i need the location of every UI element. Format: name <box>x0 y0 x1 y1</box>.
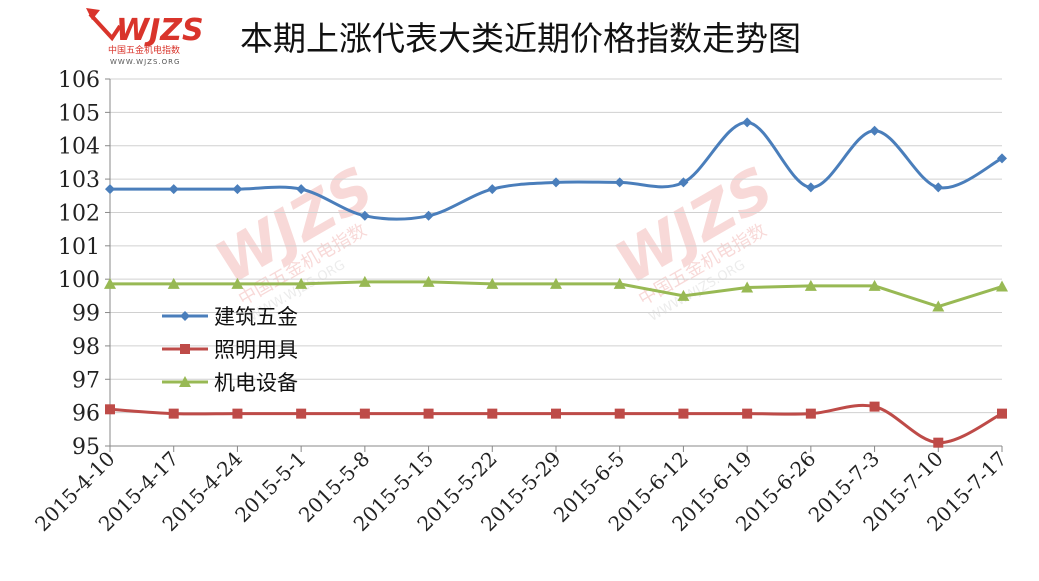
data-point <box>550 277 562 289</box>
data-point <box>167 277 180 289</box>
y-tick-label: 102 <box>58 201 100 226</box>
data-point <box>295 277 308 289</box>
data-point <box>805 182 816 193</box>
data-point <box>232 184 243 195</box>
data-point <box>296 408 307 419</box>
data-point <box>551 408 561 419</box>
data-point <box>168 408 179 419</box>
data-point <box>997 153 1007 164</box>
data-point <box>677 289 690 301</box>
chart-title: 本期上涨代表大类近期价格指数走势图 <box>240 19 801 58</box>
wjzs-logo: WJZS <box>86 8 204 48</box>
data-point <box>678 408 689 419</box>
data-point <box>805 408 816 419</box>
y-tick-label: 106 <box>58 68 100 93</box>
y-tick-label: 104 <box>58 135 100 160</box>
y-tick-label: 103 <box>58 168 100 193</box>
y-tick-label: 101 <box>58 235 100 260</box>
data-point <box>359 210 370 221</box>
series-lines <box>104 117 1008 448</box>
data-point <box>868 279 881 291</box>
legend-label: 建筑五金 <box>214 305 298 329</box>
data-point <box>105 404 115 415</box>
y-tick-label: 97 <box>72 368 100 393</box>
data-point <box>487 184 498 195</box>
data-point <box>996 280 1008 292</box>
data-point <box>997 408 1007 419</box>
data-point <box>105 184 115 195</box>
series-line <box>109 120 1003 221</box>
data-point <box>869 401 880 412</box>
data-point <box>423 210 434 221</box>
y-tick-label: 95 <box>72 435 100 460</box>
data-point <box>423 408 434 419</box>
legend-label: 照明用具 <box>214 338 298 362</box>
y-tick-label: 100 <box>58 268 100 293</box>
y-tick-label: 99 <box>72 302 100 327</box>
data-point <box>551 177 561 188</box>
y-tick-label: 105 <box>58 101 100 126</box>
x-tick-labels: 2015-4-102015-4-172015-4-242015-5-12015-… <box>30 447 1012 537</box>
data-point <box>179 376 191 387</box>
data-point <box>359 408 370 419</box>
data-point <box>613 277 626 289</box>
data-point <box>104 277 116 289</box>
logo-subtitle: 中国五金机电指数 <box>108 46 181 56</box>
data-point <box>486 277 499 289</box>
data-point <box>869 125 880 136</box>
y-tick-label: 98 <box>72 335 100 360</box>
data-point <box>933 437 944 448</box>
data-point <box>742 117 753 128</box>
data-point <box>232 408 243 419</box>
legend-label: 机电设备 <box>214 371 298 395</box>
data-point <box>678 177 689 188</box>
data-point <box>933 182 944 193</box>
data-point <box>614 408 625 419</box>
data-point <box>614 177 625 188</box>
data-point <box>742 408 753 419</box>
y-gridlines <box>110 78 1002 414</box>
data-point <box>180 344 190 354</box>
data-point <box>487 408 498 419</box>
y-tick-labels: 95 96 97 98 99 100 101 102 103 104 105 106 <box>58 68 100 460</box>
data-point <box>168 184 179 195</box>
data-point <box>741 281 754 293</box>
data-point <box>231 277 244 289</box>
data-point <box>180 311 190 321</box>
logo-wordmark: WJZS <box>116 13 204 48</box>
y-tick-label: 96 <box>72 402 100 427</box>
logo-url: WWW.WJZS.ORG <box>110 58 181 66</box>
data-point <box>932 300 945 312</box>
data-point <box>422 275 435 287</box>
data-point <box>296 184 307 195</box>
data-point <box>804 279 817 291</box>
data-point <box>358 275 371 287</box>
watermarks: WJZS 中国五金机电指数 WWW.WJZS.ORG WJZS 中国五金机电指数… <box>204 154 785 325</box>
